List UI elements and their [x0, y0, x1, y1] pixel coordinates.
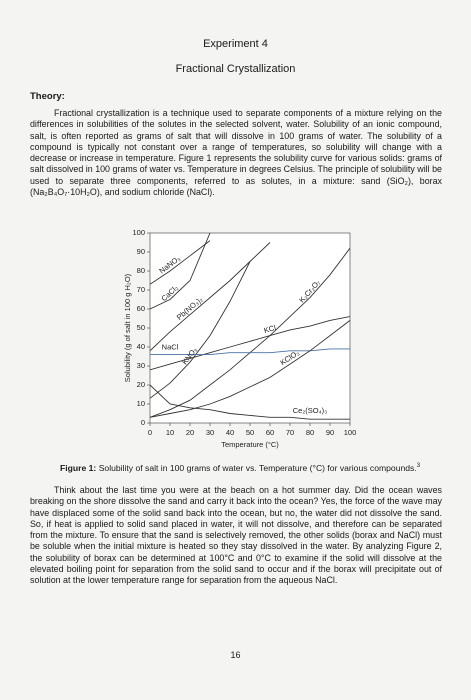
y-axis-label: Solubility (g of salt in 100 g H₂O)	[123, 273, 132, 382]
x-tick-label: 10	[166, 428, 174, 437]
footnote-ref: 3	[416, 463, 421, 470]
y-tick-label: 60	[137, 304, 145, 313]
paragraph: Fractional crystallization is a techniqu…	[30, 108, 442, 198]
y-tick-label: 70	[137, 285, 145, 294]
y-tick-label: 30	[137, 361, 145, 370]
x-tick-label: 90	[326, 428, 334, 437]
series-label: KCl	[263, 323, 277, 335]
x-tick-label: 100	[344, 428, 357, 437]
x-tick-label: 60	[266, 428, 274, 437]
caption-label: Figure 1:	[60, 463, 97, 473]
y-tick-label: 50	[137, 323, 145, 332]
series-line	[150, 240, 211, 285]
y-tick-label: 0	[141, 418, 145, 427]
y-tick-label: 40	[137, 342, 145, 351]
y-tick-label: 20	[137, 380, 145, 389]
series-label: NaCl	[162, 343, 179, 352]
series-line	[150, 348, 350, 356]
series-line	[150, 320, 350, 418]
paragraph: Think about the last time you were at th…	[30, 485, 442, 586]
series-group	[150, 233, 350, 420]
plot-frame	[149, 232, 351, 424]
caption-text: Solubility of salt in 100 grams of water…	[98, 463, 417, 473]
x-tick-label: 20	[186, 428, 194, 437]
subtitle: Fractional Crystallization	[175, 63, 296, 75]
caption: Figure 1: Solubility of salt in 100 gram…	[60, 463, 420, 473]
series-label: Ce₂(SO₄)₃	[293, 406, 327, 415]
y-tick-label: 90	[137, 247, 145, 256]
y-tick-label: 10	[137, 399, 145, 408]
x-axis-label: Temperature (°C)	[221, 440, 279, 449]
x-tick-label: 50	[246, 428, 254, 437]
title: Experiment 4	[203, 38, 268, 50]
y-tick-label: 100	[132, 228, 145, 237]
page-number: 16	[230, 650, 241, 660]
x-tick-label: 70	[286, 428, 294, 437]
section-heading: Theory:	[30, 91, 65, 102]
series-line	[150, 316, 350, 371]
series-line	[150, 384, 350, 420]
x-tick-label: 30	[206, 428, 214, 437]
x-tick-label: 0	[148, 428, 152, 437]
series-line	[150, 261, 251, 399]
chart: Solubility (g of salt in 100 g H₂O) Temp…	[123, 228, 357, 449]
y-tick-label: 80	[137, 266, 145, 275]
series-line	[150, 233, 211, 310]
x-tick-label: 40	[226, 428, 234, 437]
x-tick-label: 80	[306, 428, 314, 437]
